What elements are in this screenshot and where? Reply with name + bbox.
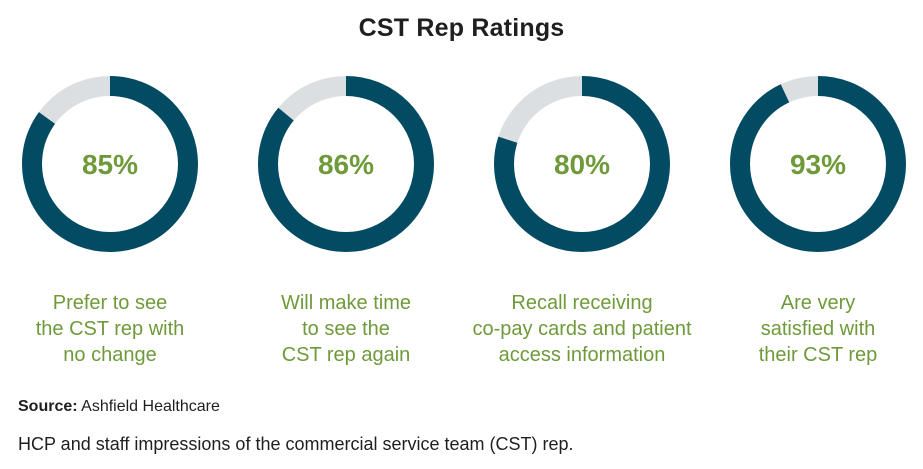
label-line: co-pay cards and patient <box>472 318 692 340</box>
source-text: Ashfield Healthcare <box>81 398 220 415</box>
label-line: Will make time <box>280 292 411 314</box>
chart-title: CST Rep Ratings <box>358 14 565 42</box>
label-line: satisfied with <box>760 318 876 340</box>
donut-svg: 85% <box>22 76 198 252</box>
donut-category-label: Recall receiving co-pay cards and patient… <box>462 290 702 368</box>
figure-caption: HCP and staff impressions of the commerc… <box>18 434 574 454</box>
donut-value-label: 93% <box>790 149 846 180</box>
donut-value-arc <box>258 76 434 252</box>
label-line: Prefer to see <box>52 292 168 314</box>
source-label: Source: <box>18 398 78 415</box>
donut-chart-1: 85% Prefer to see the CST rep with no chang… <box>20 74 200 414</box>
label-line: to see the <box>302 318 390 340</box>
donut-value-label: 85% <box>82 149 138 180</box>
donut-category-label: Prefer to see the CST rep with no change <box>0 290 230 368</box>
donut-value-label: 80% <box>554 149 610 180</box>
donut-category-label: Are very satisfied with their CST rep <box>698 290 923 368</box>
donut-svg: 80% <box>494 76 670 252</box>
label-line: no change <box>63 344 157 366</box>
label-line: CST rep again <box>281 344 411 366</box>
label-line: access information <box>498 344 666 366</box>
donut-svg: 93% <box>730 76 906 252</box>
donut-chart-4: 93% Are very satisfied with their CST rep <box>728 74 908 414</box>
donut-chart-3: 80% Recall receiving co-pay cards and pati… <box>472 74 692 414</box>
donut-value-label: 86% <box>318 149 374 180</box>
donut-category-label: Will make time to see the CST rep again <box>226 290 466 368</box>
label-line: Are very <box>780 292 856 314</box>
donut-value-arc <box>730 76 906 252</box>
donut-value-arc <box>494 76 670 252</box>
source-note: Source: Ashfield Healthcare <box>18 398 220 416</box>
donut-value-arc <box>22 76 198 252</box>
donut-chart-2: 86% Will make time to see the CST rep again <box>256 74 436 414</box>
label-line: Recall receiving <box>511 292 653 314</box>
donut-svg: 86% <box>258 76 434 252</box>
label-line: their CST rep <box>758 344 878 366</box>
label-line: the CST rep with <box>35 318 185 340</box>
